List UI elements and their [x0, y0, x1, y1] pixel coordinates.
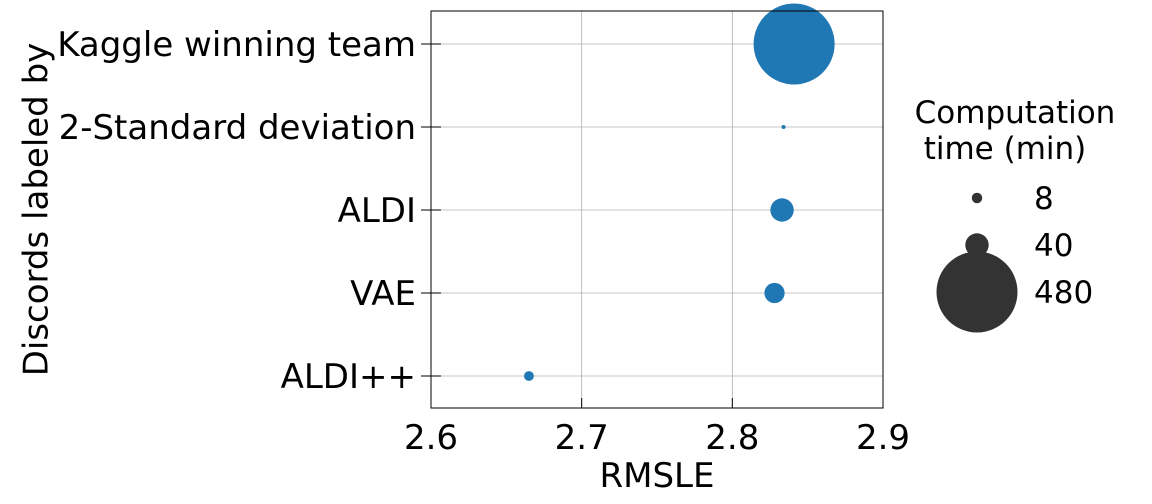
x-tick-label: 2.8 [705, 418, 759, 458]
y-tick-label: VAE [350, 274, 416, 314]
data-points [524, 3, 835, 381]
legend: Computation time (min) 8 40 480 [915, 95, 1116, 333]
x-tick-label: 2.7 [555, 418, 609, 458]
data-point [524, 371, 534, 381]
legend-label: 40 [1034, 228, 1073, 264]
x-axis-label: RMSLE [600, 456, 715, 496]
y-tick-label: 2-Standard deviation [59, 108, 416, 148]
legend-marker [971, 192, 983, 204]
y-tick-label: Kaggle winning team [57, 25, 416, 65]
legend-title-line-1: Computation [915, 95, 1116, 131]
y-tick-label: ALDI [338, 191, 416, 231]
legend-title-line-2: time (min) [924, 131, 1087, 167]
data-point [764, 282, 785, 304]
legend-label: 480 [1034, 275, 1093, 311]
y-tick-label: ALDI++ [281, 357, 416, 397]
x-tick-label: 2.6 [404, 418, 458, 458]
legend-marker [936, 251, 1018, 333]
y-tick-labels: Kaggle winning team 2-Standard deviation A… [57, 25, 416, 397]
data-point [770, 198, 794, 222]
plot-frame [430, 10, 884, 409]
legend-entries: 8 40 480 [936, 181, 1093, 333]
legend-marker [965, 233, 989, 257]
x-tick-label: 2.9 [856, 418, 910, 458]
grid-lines [431, 11, 883, 408]
x-tick-labels: 2.6 2.7 2.8 2.9 [404, 418, 910, 458]
data-point [781, 125, 786, 129]
data-point [753, 3, 835, 85]
legend-label: 8 [1034, 181, 1054, 217]
y-axis-label: Discords labeled by [17, 43, 57, 377]
axis-ticks [421, 43, 884, 408]
